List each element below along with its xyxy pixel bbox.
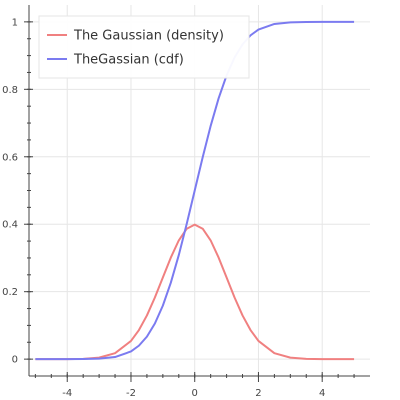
y-tick-label: 0.6 bbox=[2, 152, 18, 163]
legend-label-0: The Gaussian (density) bbox=[73, 29, 224, 44]
y-tick-label: 1 bbox=[12, 17, 18, 28]
series-group bbox=[35, 20, 355, 361]
series-line-1 bbox=[35, 20, 355, 361]
x-tick-label: -4 bbox=[62, 388, 72, 399]
x-tick-label: 4 bbox=[319, 388, 325, 399]
y-tick-label: 0.8 bbox=[2, 85, 18, 96]
legend: The Gaussian (density) TheGassian (cdf) bbox=[38, 15, 250, 79]
x-tick-label: -2 bbox=[126, 388, 136, 399]
x-tick-label: 0 bbox=[192, 388, 198, 399]
y-tick-label: 0.2 bbox=[2, 287, 18, 298]
y-tick-label: 0 bbox=[12, 355, 18, 366]
y-tick-label: 0.4 bbox=[2, 220, 18, 231]
series-line-0 bbox=[35, 223, 355, 361]
legend-label-1: TheGassian (cdf) bbox=[73, 53, 184, 68]
axes: -4 -2 0 2 4 0 0.2 0.4 0.6 0.8 1 bbox=[2, 5, 370, 399]
legend-box bbox=[38, 15, 250, 79]
x-tick-label: 2 bbox=[255, 388, 261, 399]
